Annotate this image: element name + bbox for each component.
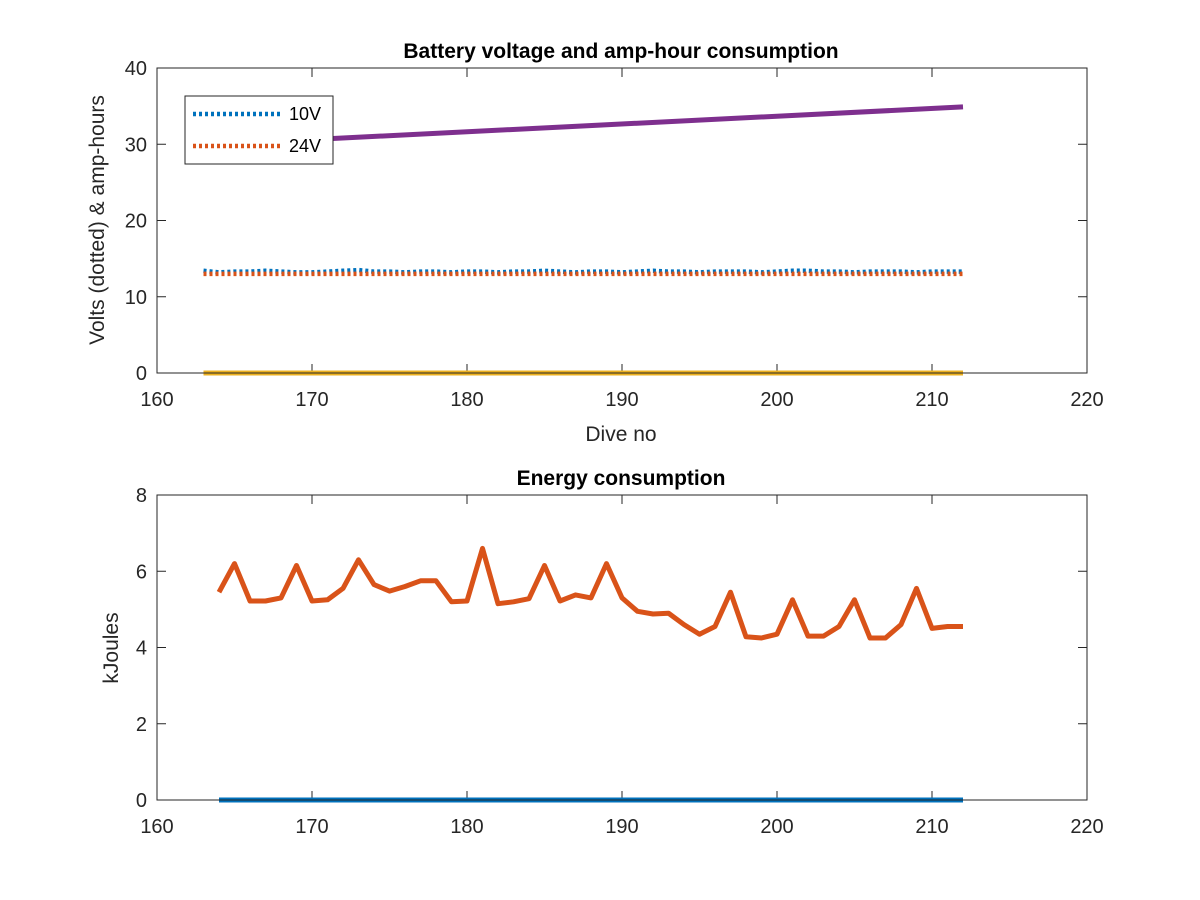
y-tick-label: 8 (136, 485, 147, 507)
x-tick-label: 190 (605, 816, 638, 838)
x-tick-label: 220 (1070, 389, 1103, 411)
voltage-axes-box (156, 67, 1088, 374)
voltage-chart-title: Battery voltage and amp-hour consumption (403, 40, 838, 63)
y-tick-label: 2 (136, 714, 147, 736)
x-tick-label: 200 (760, 389, 793, 411)
x-tick-label: 160 (140, 816, 173, 838)
energy-y-axis-label: kJoules (100, 612, 123, 683)
x-tick-label: 220 (1070, 816, 1103, 838)
energy-axes: Energy consumption kJoules 160 170 180 190 2… (100, 467, 1104, 838)
x-tick-label: 160 (140, 389, 173, 411)
y-tick-label: 30 (125, 134, 147, 156)
x-tick-label: 210 (915, 389, 948, 411)
y-tick-label: 0 (136, 790, 147, 812)
energy-series (216, 545, 963, 803)
x-tick-label: 200 (760, 816, 793, 838)
y-tick-label: 4 (136, 638, 147, 660)
energy-series-line-1 (216, 545, 963, 641)
x-tick-label: 170 (295, 816, 328, 838)
y-tick-label: 40 (125, 58, 147, 80)
y-tick-label: 0 (136, 363, 147, 385)
y-tick-label: 20 (125, 211, 147, 233)
x-tick-label: 170 (295, 389, 328, 411)
y-tick-label: 10 (125, 287, 147, 309)
energy-chart-title: Energy consumption (517, 467, 726, 490)
x-tick-label: 190 (605, 389, 638, 411)
voltage-x-axis-label: Dive no (585, 423, 656, 446)
legend-label-10v: 10V (289, 104, 321, 124)
legend-box (184, 95, 334, 165)
energy-ticks: 160 170 180 190 200 210 220 0 2 4 6 8 (136, 485, 1104, 838)
y-tick-label: 6 (136, 561, 147, 583)
x-tick-label: 180 (450, 389, 483, 411)
voltage-ticks: 160 170 180 190 200 210 220 0 10 20 30 40 (125, 58, 1104, 411)
x-tick-label: 180 (450, 816, 483, 838)
legend-label-24v: 24V (289, 136, 321, 156)
x-tick-label: 210 (915, 816, 948, 838)
energy-axes-box (156, 494, 1088, 801)
legend: 10V 24V (184, 95, 334, 165)
voltage-axes: Battery voltage and amp-hour consumption… (86, 40, 1104, 446)
voltage-y-axis-label: Volts (dotted) & amp-hours (86, 95, 109, 345)
